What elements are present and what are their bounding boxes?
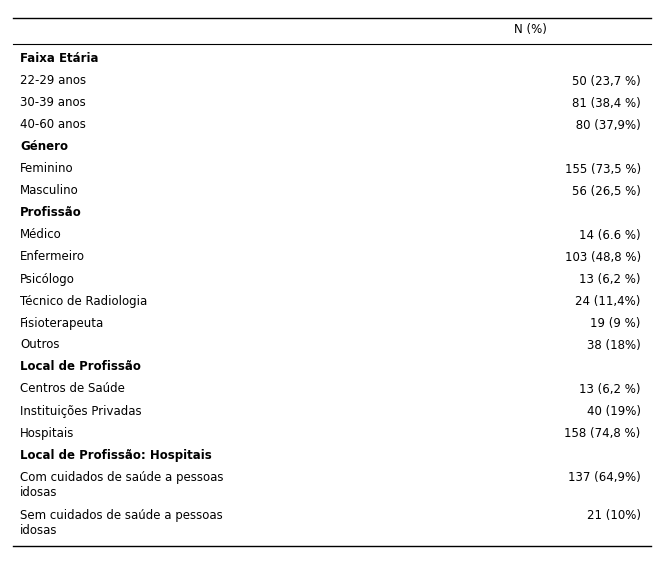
Text: 19 (9 %): 19 (9 %): [590, 317, 641, 329]
Text: Hospitais: Hospitais: [20, 427, 74, 440]
Text: 81 (38,4 %): 81 (38,4 %): [572, 97, 641, 110]
Text: 21 (10%): 21 (10%): [587, 510, 641, 522]
Text: 14 (6.6 %): 14 (6.6 %): [579, 229, 641, 241]
Text: Local de Profissão: Hospitais: Local de Profissão: Hospitais: [20, 448, 212, 462]
Text: 158 (74,8 %): 158 (74,8 %): [564, 427, 641, 440]
Text: 13 (6,2 %): 13 (6,2 %): [579, 272, 641, 286]
Text: Técnico de Radiologia: Técnico de Radiologia: [20, 294, 147, 307]
Text: Sem cuidados de saúde a pessoas: Sem cuidados de saúde a pessoas: [20, 510, 222, 522]
Text: 80 (37,9%): 80 (37,9%): [572, 118, 641, 132]
Text: 40-60 anos: 40-60 anos: [20, 118, 86, 132]
Text: Instituições Privadas: Instituições Privadas: [20, 405, 141, 417]
Text: 50 (23,7 %): 50 (23,7 %): [572, 75, 641, 87]
Text: 13 (6,2 %): 13 (6,2 %): [579, 382, 641, 395]
Text: Faixa Etária: Faixa Etária: [20, 52, 98, 65]
Text: Com cuidados de saúde a pessoas: Com cuidados de saúde a pessoas: [20, 472, 223, 484]
Text: Feminino: Feminino: [20, 163, 74, 175]
Text: Masculino: Masculino: [20, 184, 78, 198]
Text: 137 (64,9%): 137 (64,9%): [568, 472, 641, 484]
Text: Profissão: Profissão: [20, 206, 82, 220]
Text: Enfermeiro: Enfermeiro: [20, 251, 85, 264]
Text: 38 (18%): 38 (18%): [587, 339, 641, 352]
Text: N (%): N (%): [513, 23, 546, 37]
Text: 40 (19%): 40 (19%): [587, 405, 641, 417]
Text: Local de Profissão: Local de Profissão: [20, 360, 141, 374]
Text: 30-39 anos: 30-39 anos: [20, 97, 86, 110]
Text: Centros de Saúde: Centros de Saúde: [20, 382, 125, 395]
Text: idosas: idosas: [20, 524, 57, 536]
Text: Outros: Outros: [20, 339, 59, 352]
Text: 22-29 anos: 22-29 anos: [20, 75, 86, 87]
Text: 24 (11,4%): 24 (11,4%): [575, 294, 641, 307]
Text: Médico: Médico: [20, 229, 62, 241]
Text: 56 (26,5 %): 56 (26,5 %): [572, 184, 641, 198]
Text: Género: Género: [20, 141, 68, 153]
Text: Psicólogo: Psicólogo: [20, 272, 75, 286]
Text: Fisioterapeuta: Fisioterapeuta: [20, 317, 104, 329]
Text: idosas: idosas: [20, 486, 57, 498]
Text: 103 (48,8 %): 103 (48,8 %): [564, 251, 641, 264]
Text: 155 (73,5 %): 155 (73,5 %): [564, 163, 641, 175]
